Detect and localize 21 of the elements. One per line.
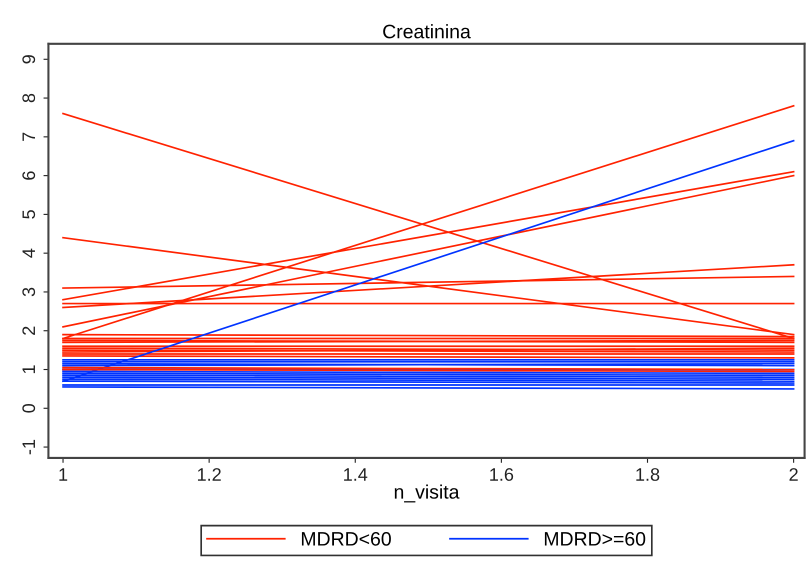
y-tick-label: 8 — [22, 94, 36, 102]
y-tick-label: 0 — [22, 404, 36, 413]
legend-label: MDRD<60 — [302, 532, 391, 546]
y-tick-label: 7 — [22, 132, 35, 141]
y-tick-label: -1 — [22, 440, 35, 454]
y-tick-label: 3 — [22, 288, 36, 296]
y-tick-label: 2 — [22, 326, 35, 335]
x-tick-label: 1.8 — [636, 468, 660, 481]
x-tick-label: 1 — [59, 468, 68, 481]
x-tick-label: 1.6 — [490, 468, 514, 481]
y-tick-label: 1 — [22, 365, 35, 374]
y-tick-label: 5 — [22, 210, 36, 219]
y-tick-label: 4 — [22, 248, 35, 258]
y-tick-label: 6 — [22, 171, 36, 180]
x-tick-label: 1.2 — [198, 468, 221, 481]
y-tick-label: 9 — [22, 55, 36, 64]
chart-title: Creatinina — [383, 24, 471, 38]
x-tick-label: 2 — [790, 468, 798, 481]
x-axis-title: n_visita — [394, 484, 460, 502]
legend-label: MDRD>=60 — [544, 532, 646, 546]
x-tick-label: 1.4 — [344, 468, 368, 481]
